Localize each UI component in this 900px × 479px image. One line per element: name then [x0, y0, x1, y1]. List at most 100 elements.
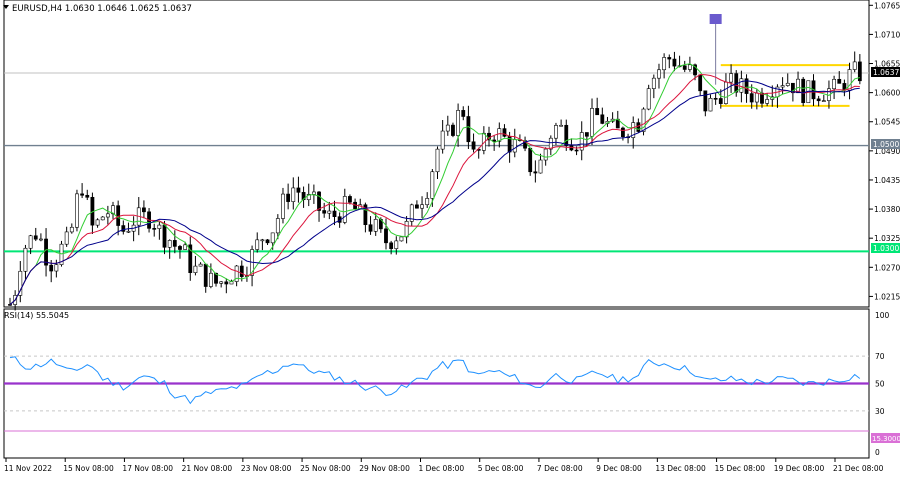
candle-body [373, 219, 378, 232]
candle-body [234, 265, 239, 282]
candle-body [121, 225, 126, 232]
candle-body [816, 98, 821, 102]
dropdown-arrow-icon[interactable] [3, 5, 9, 9]
candle-body [672, 58, 677, 67]
price-tick-label: 1.0545 [874, 118, 900, 127]
candle-body [564, 124, 569, 146]
support-price-label: 1.0300 [871, 243, 900, 253]
candle-body [492, 139, 497, 142]
candle-body [847, 69, 852, 91]
rsi-tick-label: 0 [875, 448, 880, 457]
candle-body [44, 238, 48, 266]
time-tick-label: 15 Nov 08:00 [63, 464, 114, 473]
candle-body [698, 74, 703, 92]
price-tick-label: 1.0600 [874, 89, 900, 98]
price-tick-label: 1.0270 [874, 263, 900, 272]
candle-body [837, 78, 842, 84]
resistance-price-label: 1.0500 [871, 139, 900, 149]
price-tick-label: 1.0655 [874, 60, 900, 69]
current-price-label: 1.0637 [871, 67, 900, 77]
rsi-tick-label: 50 [875, 380, 885, 389]
candle-body [49, 264, 54, 272]
candle-body [430, 171, 435, 199]
candle-body [821, 100, 826, 102]
candle-body [384, 228, 388, 244]
candle-body [538, 159, 543, 174]
price-tick-label: 1.0765 [874, 1, 900, 10]
candle-body [172, 240, 177, 247]
candle-body [28, 235, 33, 249]
rsi-layer [4, 356, 869, 432]
rsi-tick-label: 70 [875, 352, 885, 361]
candle-body [445, 124, 450, 132]
candle-body [126, 230, 131, 233]
candle-body [584, 132, 589, 137]
candle-body [646, 88, 651, 110]
svg-text:1.0637: 1.0637 [873, 68, 899, 77]
candle-body [260, 239, 265, 242]
price-tick-label: 1.0380 [874, 205, 900, 214]
candle-body [23, 247, 28, 272]
levels-layer [4, 14, 869, 253]
candle-body [497, 128, 502, 142]
candle-body [198, 263, 203, 267]
candle-body [188, 244, 193, 273]
candle-body [363, 204, 368, 226]
candle-body [265, 239, 270, 244]
candle-body [749, 93, 754, 103]
candle-body [255, 239, 260, 250]
candle-body [327, 210, 332, 214]
candle-body [461, 110, 466, 117]
candle-body [111, 205, 115, 215]
candle-body [275, 218, 280, 234]
candle-body [754, 92, 759, 103]
time-tick-label: 11 Nov 2022 [4, 464, 52, 473]
candle-body [621, 127, 625, 138]
rsi-tick-label: 30 [875, 407, 885, 416]
candle-body [95, 219, 100, 226]
candle-body [399, 236, 404, 242]
candle-body [590, 108, 594, 137]
candle-body [579, 132, 584, 151]
rsi-tick-label: 100 [875, 311, 890, 320]
candle-body [595, 108, 600, 116]
time-tick-label: 7 Dec 08:00 [537, 464, 583, 473]
price-panel-frame [3, 0, 870, 308]
candle-body [708, 98, 713, 112]
candle-body [296, 187, 301, 193]
candle-body [54, 264, 59, 272]
price-tick-label: 1.0710 [874, 30, 900, 39]
time-tick-label: 13 Dec 08:00 [655, 464, 706, 473]
time-tick-label: 19 Dec 08:00 [774, 464, 825, 473]
candle-body [239, 265, 244, 277]
event-marker-icon [709, 14, 722, 24]
candle-body [208, 272, 213, 287]
candle-body [760, 92, 764, 104]
time-tick-label: 25 Nov 08:00 [300, 464, 351, 473]
time-tick-label: 9 Dec 08:00 [596, 464, 642, 473]
candle-body [193, 265, 198, 273]
candle-body [157, 224, 162, 229]
time-tick-label: 17 Nov 08:00 [122, 464, 173, 473]
candle-body [631, 122, 636, 138]
candle-body [667, 57, 672, 60]
price-tick-label: 1.0490 [874, 147, 900, 156]
candle-body [502, 128, 507, 137]
rsi-line [9, 356, 861, 405]
candle-body [533, 171, 538, 174]
rsi-low-label: 15.3000 [871, 433, 900, 443]
candle-body [636, 122, 641, 132]
candle-body [152, 228, 157, 230]
candle-body [105, 213, 110, 218]
candle-body [729, 73, 733, 83]
candle-body [162, 224, 167, 248]
candle-body [832, 78, 836, 90]
candle-body [780, 85, 785, 88]
candle-body [852, 61, 857, 70]
candle-body [183, 244, 188, 250]
ma-slow-line [9, 80, 860, 305]
candle-body [317, 191, 321, 211]
candle-body [203, 263, 208, 287]
candle-body [718, 98, 723, 104]
